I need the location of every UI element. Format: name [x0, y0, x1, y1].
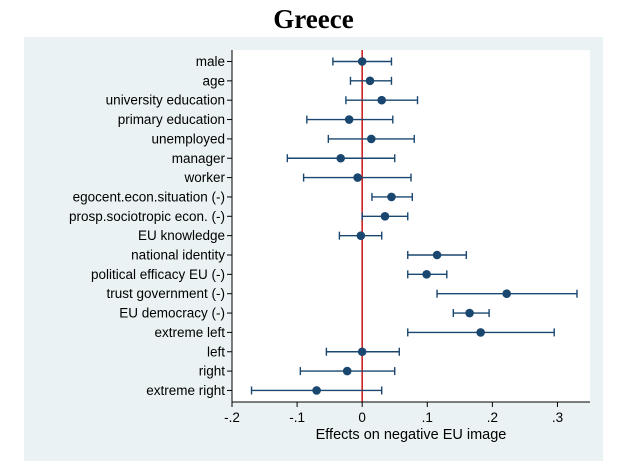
ylabel-manager: manager: [172, 151, 226, 166]
ylabel-left: left: [207, 344, 225, 359]
ylabel-eu-knowledge: EU knowledge: [138, 228, 225, 243]
ylabel-egocent-econ-situation: egocent.econ.situation (-): [73, 189, 225, 204]
chart-title: Greece: [273, 4, 354, 34]
point-worker: [353, 173, 362, 182]
ylabel-unemployed: unemployed: [151, 131, 225, 146]
point-eu-knowledge: [356, 231, 366, 240]
ylabel-male: male: [196, 54, 225, 69]
point-right: [342, 366, 352, 376]
ylabel-worker: worker: [183, 170, 225, 185]
xtick-label: .1: [422, 410, 433, 425]
point-eu-democracy: [465, 308, 474, 318]
point-university-education: [377, 95, 387, 105]
xtick-label: -.1: [289, 410, 305, 425]
point-left: [357, 347, 367, 357]
point-male: [357, 57, 367, 66]
point-extreme-right: [312, 386, 321, 395]
point-unemployed: [366, 134, 376, 144]
ylabel-trust-government: trust government (-): [106, 286, 225, 301]
ylabel-political-efficacy-eu: political efficacy EU (-): [91, 267, 225, 282]
point-trust-government: [502, 289, 511, 299]
point-national-identity: [432, 250, 442, 260]
ylabel-right: right: [199, 364, 226, 379]
ylabel-primary-education: primary education: [118, 112, 225, 127]
ylabel-extreme-left: extreme left: [154, 325, 225, 340]
ylabel-age: age: [202, 73, 225, 88]
xtick-label: .3: [552, 410, 563, 425]
ylabel-university-education: university education: [106, 93, 225, 108]
point-prosp-sociotropic-econ: [380, 212, 390, 221]
point-egocent-econ-situation: [387, 192, 396, 202]
ylabel-extreme-right: extreme right: [146, 383, 225, 398]
ylabel-national-identity: national identity: [131, 248, 225, 263]
plot-area: [232, 50, 590, 402]
ylabel-eu-democracy: EU democracy (-): [119, 306, 225, 321]
point-age: [365, 76, 375, 86]
x-axis-title: Effects on negative EU image: [316, 427, 507, 443]
point-political-efficacy-eu: [422, 270, 431, 279]
point-primary-education: [344, 115, 354, 124]
xtick-label: 0: [358, 410, 366, 425]
ylabel-prosp-sociotropic-econ: prosp.sociotropic econ. (-): [69, 209, 225, 224]
xtick-label: .2: [487, 410, 498, 425]
point-manager: [336, 153, 346, 163]
point-extreme-left: [476, 328, 485, 337]
xtick-label: -.2: [224, 410, 240, 425]
